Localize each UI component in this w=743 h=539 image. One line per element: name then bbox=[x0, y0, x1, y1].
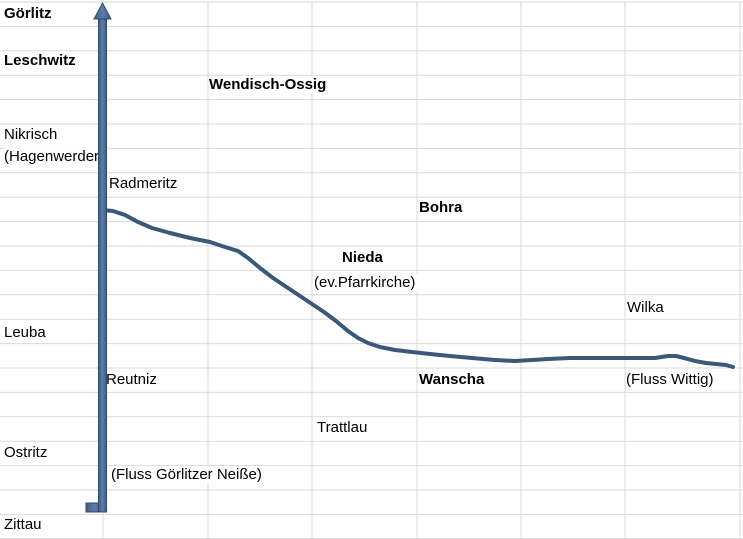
arrow-head-icon bbox=[93, 1, 112, 20]
profile-line[interactable] bbox=[101, 208, 735, 369]
profile-polyline[interactable] bbox=[101, 208, 735, 369]
vertical-axis-arrow[interactable] bbox=[85, 1, 112, 513]
arrow-shaft bbox=[98, 16, 107, 513]
